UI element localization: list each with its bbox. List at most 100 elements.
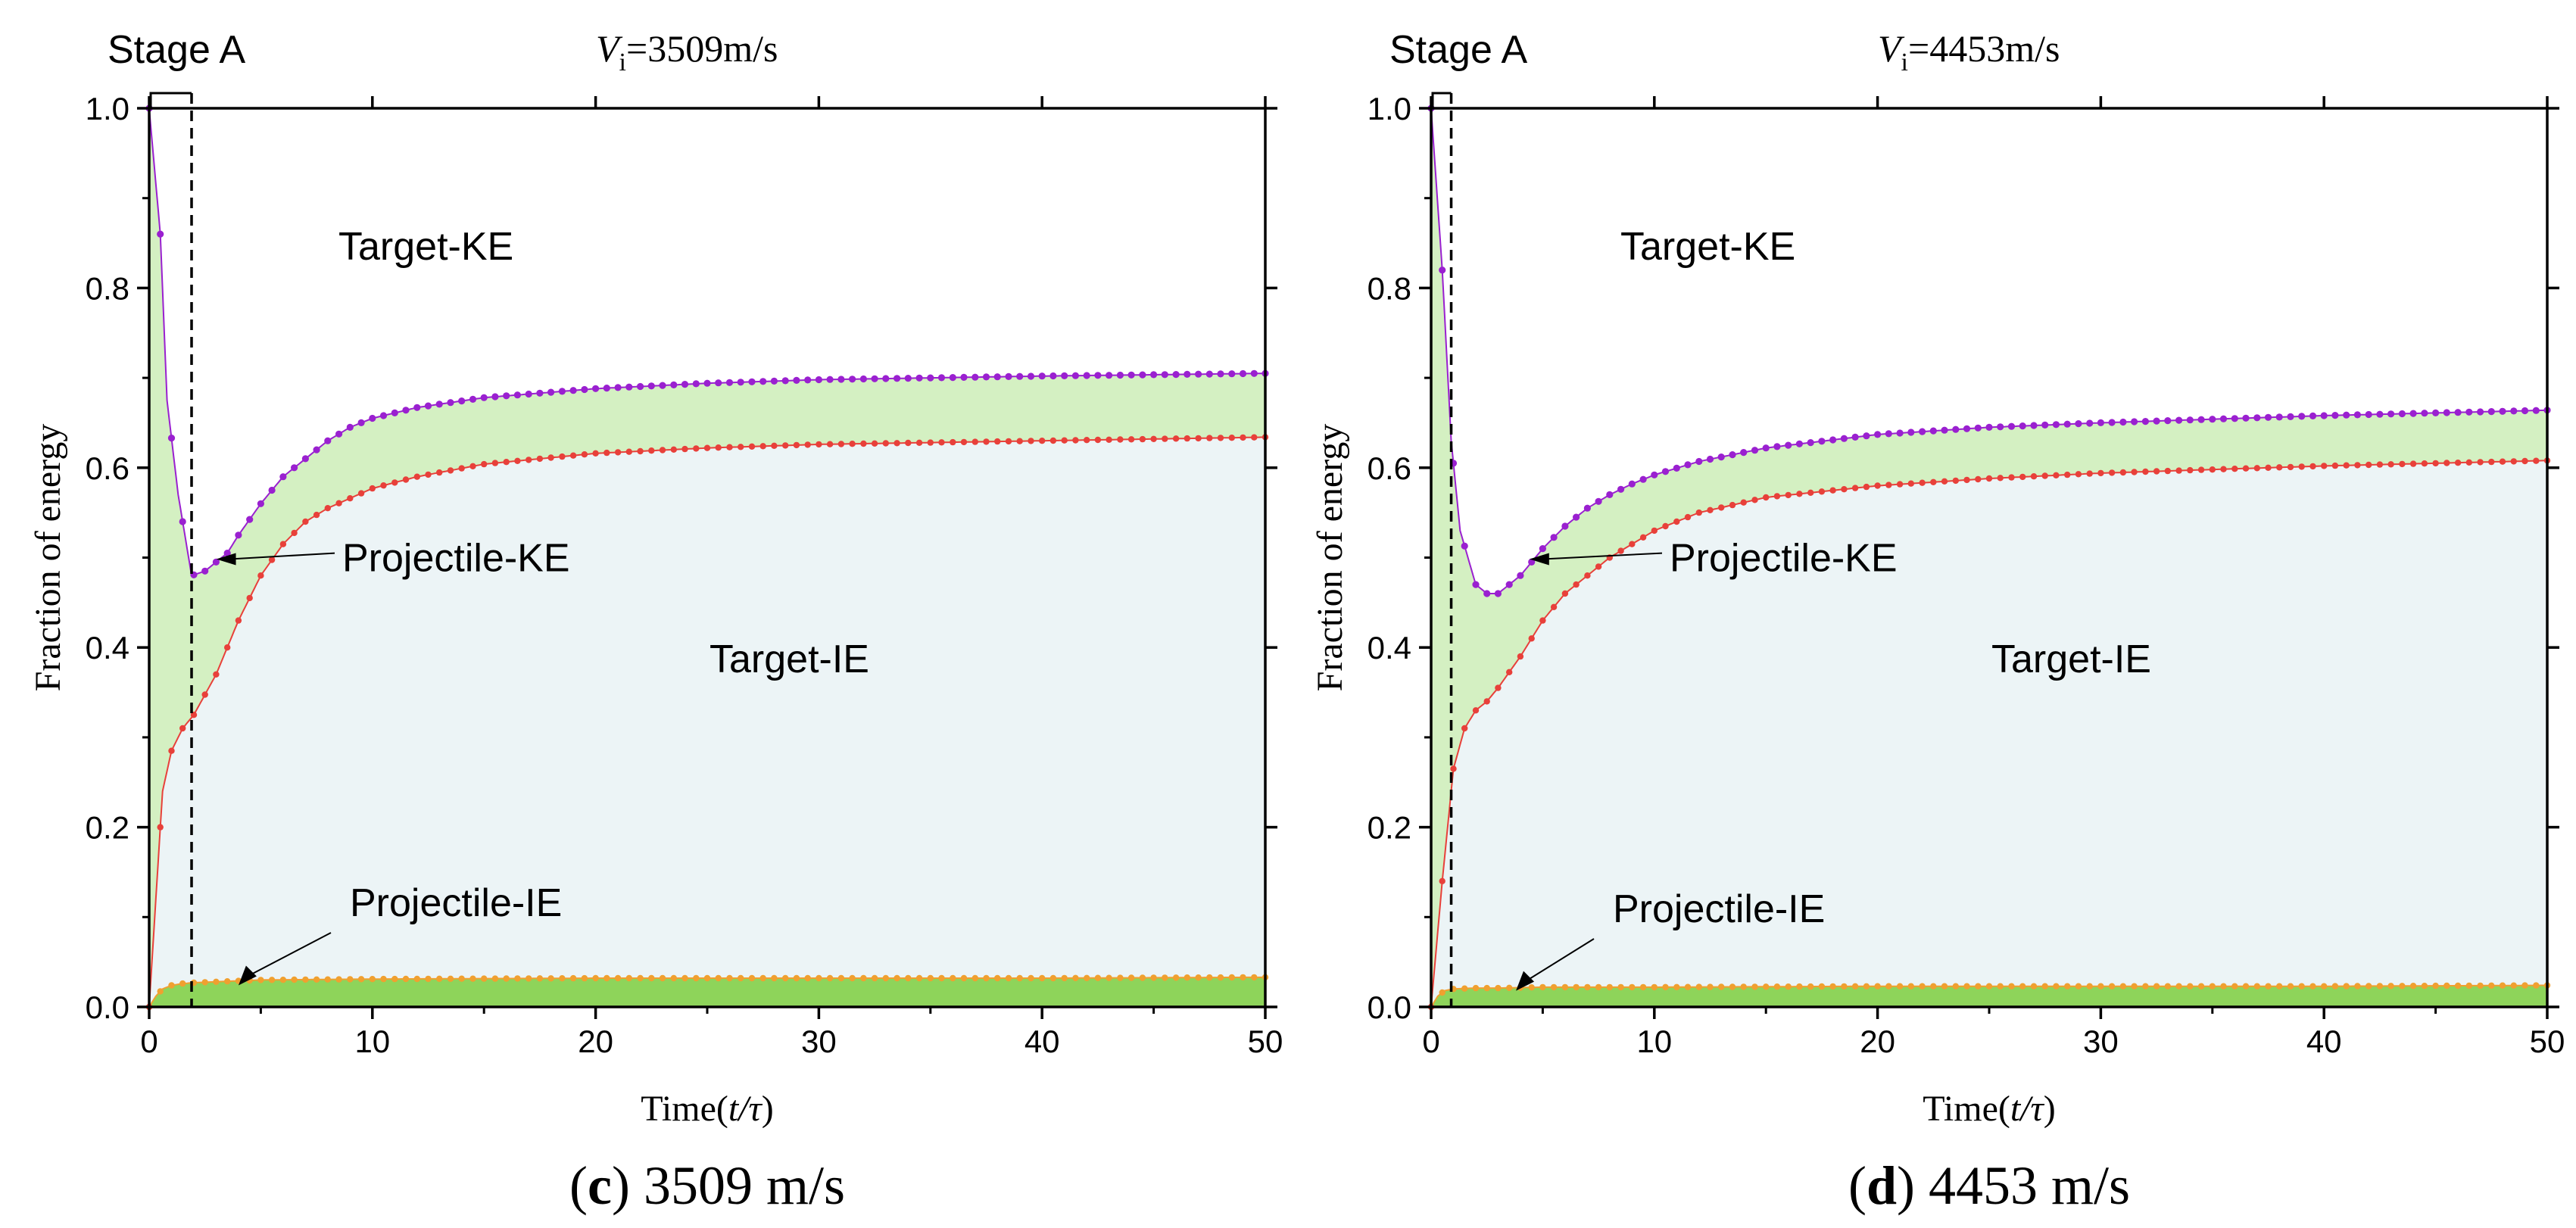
data-point (458, 397, 466, 405)
data-point (893, 375, 901, 382)
data-point (157, 988, 164, 995)
data-point (625, 383, 633, 391)
data-point (2532, 407, 2540, 414)
data-point (1639, 534, 1647, 541)
velocity-value: =3509m/s (626, 27, 778, 70)
data-point (201, 691, 208, 698)
data-point (1049, 372, 1057, 380)
data-point (1985, 983, 1993, 990)
data-point (1896, 429, 1904, 437)
data-point (681, 381, 689, 388)
x-axis-label-italic: t/τ (2010, 1089, 2045, 1129)
data-point (503, 459, 510, 466)
data-point (1228, 370, 1236, 378)
data-point (168, 982, 175, 989)
data-point (2387, 461, 2394, 468)
data-point (1751, 447, 1759, 454)
data-point (1907, 480, 1914, 487)
data-point (2197, 466, 2205, 473)
data-point (1975, 475, 1982, 483)
x-tick-label: 30 (801, 1024, 837, 1059)
data-point (2365, 983, 2372, 990)
data-point (1106, 974, 1112, 981)
data-point (167, 435, 176, 442)
data-point (1172, 435, 1180, 442)
data-point (1773, 493, 1781, 500)
data-point (1206, 435, 1213, 441)
data-point (1851, 433, 1859, 441)
y-tick-label: 1.0 (86, 91, 129, 126)
data-point (1461, 542, 1468, 550)
data-point (291, 976, 298, 983)
data-point (1896, 983, 1904, 990)
data-point (771, 442, 778, 449)
data-point (2097, 419, 2104, 427)
data-point (2432, 409, 2440, 417)
data-point (1796, 491, 1803, 497)
data-point (1162, 435, 1168, 442)
data-point (2153, 417, 2160, 425)
data-point (782, 974, 789, 982)
data-point (771, 974, 778, 982)
data-point (1573, 513, 1580, 521)
data-point (425, 975, 432, 983)
data-point (1071, 372, 1079, 379)
data-point (2242, 983, 2250, 990)
velocity-value: =4453m/s (1908, 27, 2060, 70)
data-point (2075, 983, 2082, 990)
data-point (1863, 983, 1870, 990)
data-point (703, 974, 711, 982)
data-point (347, 495, 354, 502)
data-point (369, 414, 376, 422)
data-point (257, 572, 264, 579)
data-point (1228, 974, 1236, 981)
caption-letter: d (1867, 1155, 1897, 1216)
data-point (536, 975, 544, 982)
data-point (2164, 417, 2172, 425)
projectile-ie-pointer (247, 932, 332, 977)
projectile-ke-label: Projectile-KE (1670, 537, 1898, 581)
data-point (2008, 474, 2015, 481)
data-point (2309, 412, 2317, 420)
target-ke-label: Target-KE (1620, 225, 1795, 269)
data-point (1907, 983, 1914, 990)
data-point (2187, 466, 2194, 474)
data-point (1528, 635, 1535, 642)
data-point (1785, 983, 1792, 990)
data-point (2376, 461, 2384, 468)
x-tick-label: 50 (1248, 1024, 1283, 1059)
data-point (1662, 983, 1669, 991)
caption-text: 4453 m/s (1915, 1155, 2130, 1216)
data-point (2209, 466, 2216, 473)
data-point (659, 974, 666, 982)
data-point (357, 976, 365, 983)
data-point (2231, 466, 2238, 472)
data-point (2041, 983, 2048, 990)
data-point (1094, 974, 1102, 981)
data-point (1239, 369, 1247, 378)
data-point (2331, 462, 2339, 469)
data-point (525, 975, 532, 982)
data-point (1763, 494, 1770, 501)
projectile-ke-arrowhead (1529, 553, 1549, 566)
data-point (1740, 449, 1748, 457)
data-point (1896, 481, 1904, 488)
y-tick-label: 0.6 (86, 450, 129, 486)
x-tick-label: 30 (2083, 1024, 2119, 1059)
caption-letter: c (588, 1155, 612, 1216)
data-point (1084, 437, 1090, 444)
data-point (882, 440, 890, 447)
data-point (1718, 983, 1725, 990)
data-point (648, 447, 655, 454)
data-point (1172, 371, 1180, 379)
data-point (525, 390, 532, 398)
data-point (703, 379, 711, 387)
data-point (1707, 983, 1714, 990)
data-point (279, 977, 287, 983)
data-point (1651, 983, 1658, 991)
data-point (1016, 438, 1023, 444)
data-point (2499, 458, 2506, 465)
data-point (1139, 371, 1146, 379)
data-point (1885, 983, 1892, 990)
data-point (1952, 425, 1960, 433)
